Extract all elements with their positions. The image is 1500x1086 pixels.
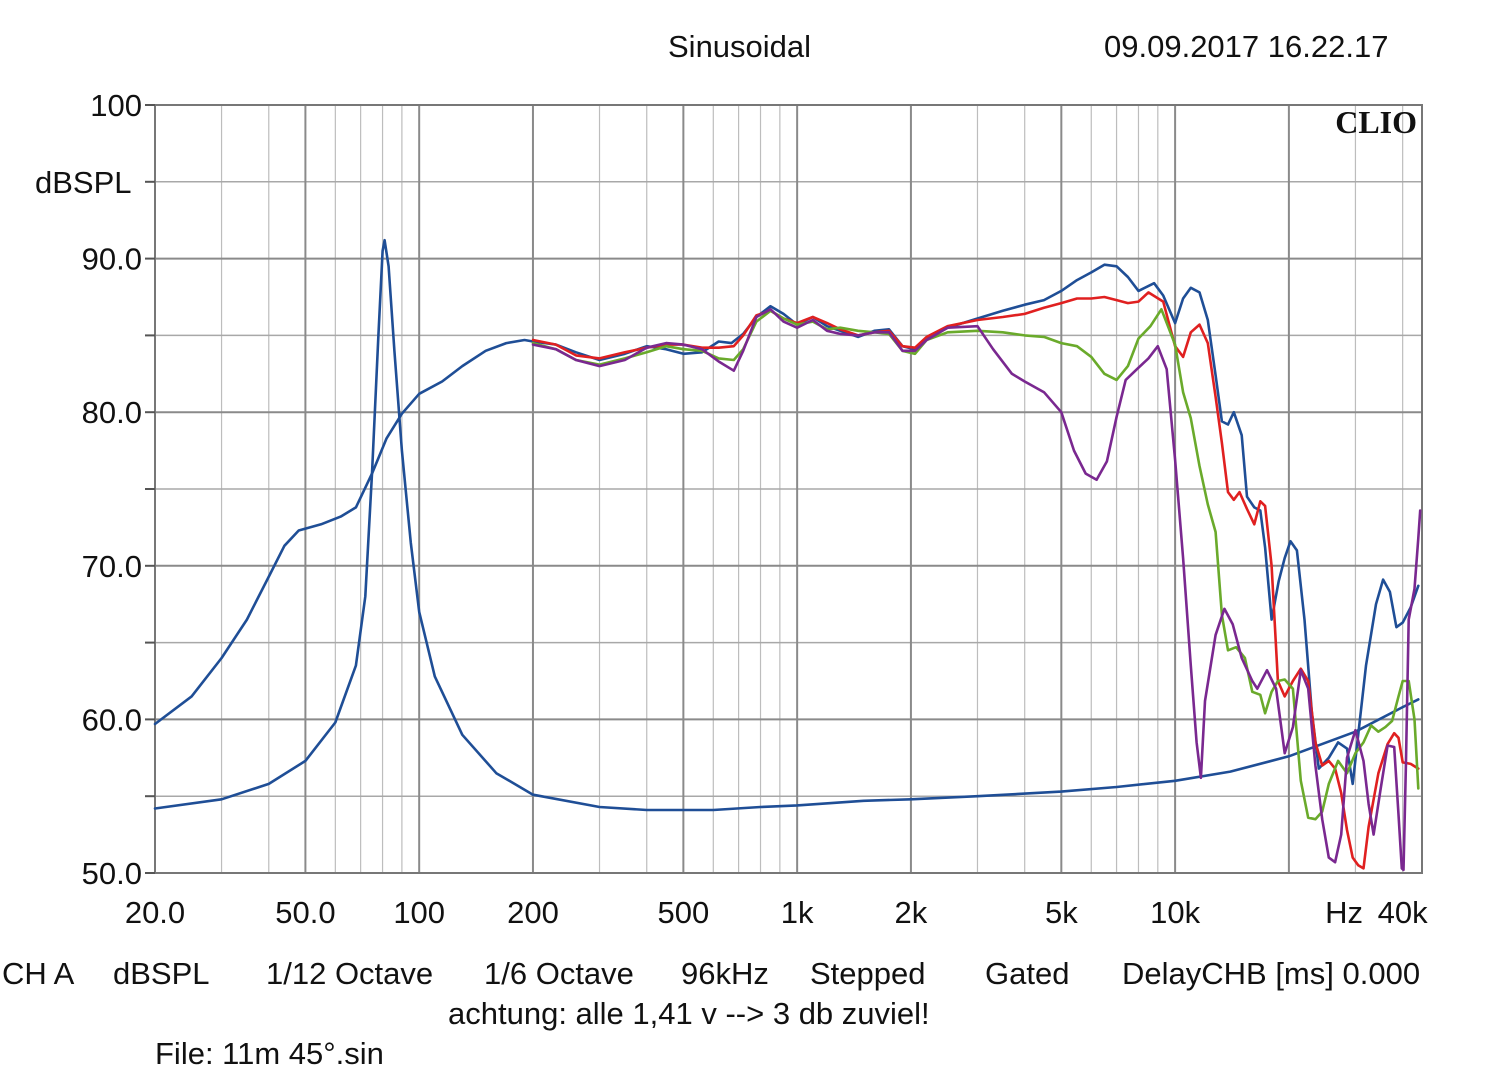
footer-delay: DelayCHB [ms] 0.000 xyxy=(1122,956,1421,991)
x-tick-label: 10k xyxy=(1150,895,1200,930)
y-tick-label: 90.0 xyxy=(82,242,142,277)
clio-brand-logo: CLIO xyxy=(1335,104,1417,140)
x-tick-label: 20.0 xyxy=(125,895,185,930)
x-tick-label: 50.0 xyxy=(275,895,335,930)
y-tick-label: 60.0 xyxy=(82,702,142,737)
x-tick-label: 40k xyxy=(1378,895,1428,930)
y-tick-label: 80.0 xyxy=(82,395,142,430)
minor-gridlines xyxy=(155,105,1422,873)
y-tick-label: 50.0 xyxy=(82,856,142,891)
chart-title: Sinusoidal xyxy=(668,29,812,64)
footer-unit: dBSPL xyxy=(113,956,210,991)
x-tick-label: 1k xyxy=(781,895,814,930)
x-tick-label: 5k xyxy=(1045,895,1078,930)
series-response-30deg xyxy=(531,308,1420,821)
measurement-datetime: 09.09.2017 16.22.17 xyxy=(1104,29,1389,64)
series-response-0deg xyxy=(153,263,1420,786)
footer-file: File: 11m 45°.sin xyxy=(155,1036,384,1071)
y-axis-unit-label: dBSPL xyxy=(35,165,132,200)
footer-resolution: 1/6 Octave xyxy=(484,956,634,991)
series-impedance xyxy=(153,238,1420,812)
frequency-response-chart: 100 90.0 80.0 70.0 60.0 50.0 20.0 50.0 100 200 50… xyxy=(35,88,1428,930)
y-axis-ticks xyxy=(145,104,155,874)
x-tick-label: 200 xyxy=(507,895,559,930)
y-tick-label: 70.0 xyxy=(82,549,142,584)
series-layer xyxy=(153,238,1422,872)
footer-mode: Stepped xyxy=(810,956,926,991)
footer-sample-rate: 96kHz xyxy=(681,956,769,991)
y-axis-labels: 100 90.0 80.0 70.0 60.0 50.0 xyxy=(82,88,142,891)
series-response-15deg xyxy=(531,291,1420,870)
x-axis-labels: 20.0 50.0 100 200 500 1k 2k 5k 10k Hz 40k xyxy=(125,895,1428,930)
footer-note: achtung: alle 1,41 v --> 3 db zuviel! xyxy=(448,996,930,1031)
x-tick-label: 500 xyxy=(658,895,710,930)
x-tick-label: Hz xyxy=(1325,895,1363,930)
y-tick-label: 100 xyxy=(90,88,142,123)
footer-channel: CH A xyxy=(2,956,75,991)
footer-smoothing: 1/12 Octave xyxy=(266,956,434,991)
x-tick-label: 100 xyxy=(393,895,445,930)
series-response-45deg xyxy=(531,308,1422,872)
footer-window: Gated xyxy=(985,956,1070,991)
x-tick-label: 2k xyxy=(895,895,928,930)
